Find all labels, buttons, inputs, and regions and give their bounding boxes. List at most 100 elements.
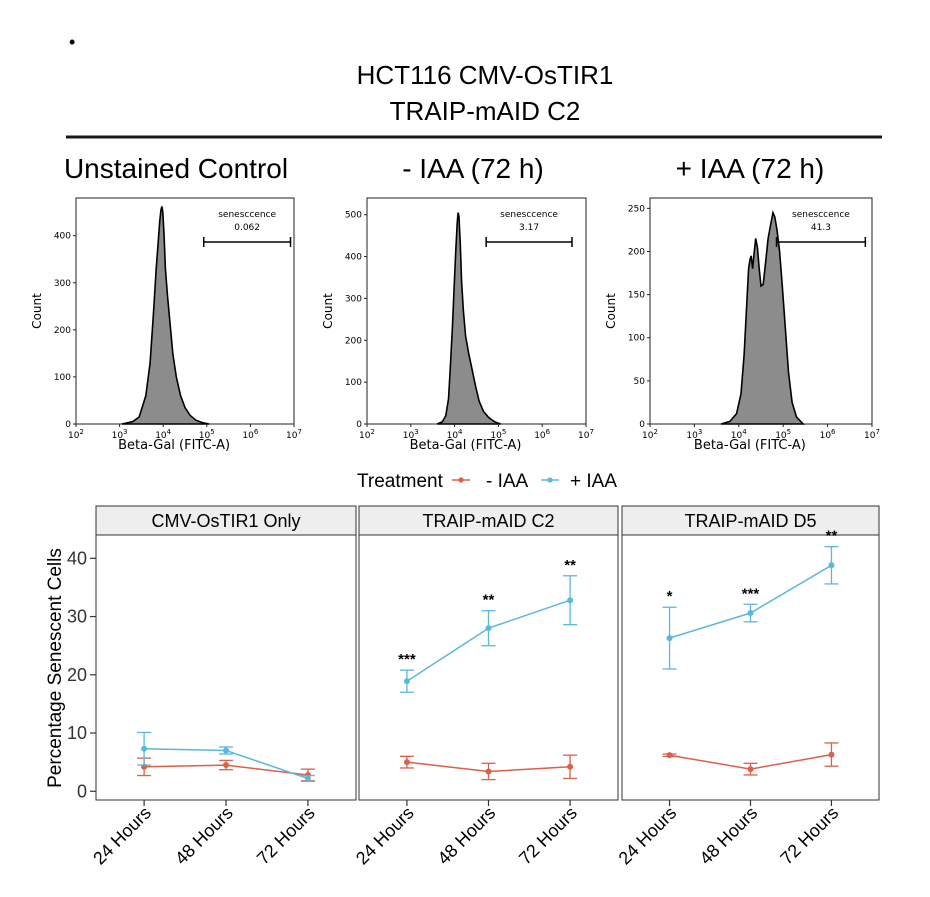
y-tick-label: 0 bbox=[77, 781, 87, 801]
x-tick-label: 103 bbox=[403, 428, 419, 441]
gate-value: 0.062 bbox=[234, 223, 260, 233]
histogram-title: - IAA (72 h) bbox=[402, 153, 544, 184]
histogram-area bbox=[121, 206, 210, 425]
x-tick-label: 102 bbox=[642, 428, 658, 441]
gate-value: 3.17 bbox=[519, 223, 539, 233]
y-tick-label: 30 bbox=[67, 607, 87, 627]
legend: Treatment - IAA + IAA bbox=[357, 471, 617, 492]
x-tick-label: 107 bbox=[864, 428, 880, 441]
facet-strip-label: TRAIP-mAID C2 bbox=[422, 511, 554, 531]
x-tick-exponent: 7 bbox=[875, 428, 879, 436]
x-tick-base: 10 bbox=[199, 431, 211, 441]
gate-label: senesccence bbox=[500, 210, 558, 220]
x-tick-label: 107 bbox=[286, 428, 302, 441]
data-point bbox=[828, 562, 835, 569]
y-tick-label: 50 bbox=[634, 377, 646, 387]
x-tick-label: 24 Hours bbox=[615, 803, 681, 869]
series-plus-iaa bbox=[399, 575, 578, 693]
histogram-frame bbox=[75, 197, 295, 425]
x-tick-label: 48 Hours bbox=[171, 803, 237, 869]
data-point bbox=[747, 766, 754, 773]
x-tick-base: 10 bbox=[578, 431, 590, 441]
x-tick-label: 72 Hours bbox=[253, 803, 319, 869]
legend-key-dot bbox=[547, 477, 553, 483]
x-tick-label: 104 bbox=[731, 428, 747, 441]
x-tick-base: 10 bbox=[286, 431, 298, 441]
x-tick-label: 102 bbox=[68, 428, 84, 441]
data-point bbox=[567, 763, 574, 770]
data-point bbox=[403, 759, 410, 766]
x-tick-label: 24 Hours bbox=[352, 803, 418, 869]
y-tick-label: 100 bbox=[628, 334, 645, 344]
x-tick-label: 105 bbox=[775, 428, 791, 441]
x-tick-exponent: 4 bbox=[742, 428, 747, 436]
y-tick-label: 400 bbox=[345, 253, 362, 263]
y-tick-label: 200 bbox=[345, 336, 362, 346]
y-axis-label: Count bbox=[604, 293, 618, 329]
data-point bbox=[666, 635, 673, 642]
x-axis-label: Beta-Gal (FITC-A) bbox=[118, 438, 230, 453]
x-tick-label: 105 bbox=[199, 428, 215, 441]
y-tick-label: 150 bbox=[628, 291, 645, 301]
x-tick-label: 104 bbox=[155, 428, 171, 441]
y-tick-label: 500 bbox=[345, 211, 362, 221]
legend-title: Treatment bbox=[357, 471, 444, 492]
bullet-mark: • bbox=[69, 32, 75, 52]
x-tick-base: 10 bbox=[359, 431, 371, 441]
x-tick-exponent: 6 bbox=[254, 428, 259, 436]
data-point bbox=[304, 775, 311, 782]
histogram-area bbox=[720, 209, 806, 425]
histogram-title: + IAA (72 h) bbox=[676, 153, 825, 184]
significance-marker: *** bbox=[398, 651, 416, 668]
x-tick-exponent: 4 bbox=[167, 428, 172, 436]
x-tick-label: 106 bbox=[820, 428, 836, 441]
x-tick-label: 103 bbox=[112, 428, 128, 441]
x-tick-base: 10 bbox=[447, 431, 459, 441]
data-point bbox=[485, 625, 492, 632]
y-tick-label: 400 bbox=[54, 232, 71, 242]
x-tick-base: 10 bbox=[686, 431, 698, 441]
figure-title-line1: HCT116 CMV-OsTIR1 bbox=[357, 60, 614, 90]
facet-strip-label: TRAIP-mAID D5 bbox=[684, 511, 816, 531]
gate-value: 41.3 bbox=[811, 223, 831, 233]
x-tick-exponent: 6 bbox=[546, 428, 551, 436]
x-tick-exponent: 4 bbox=[458, 428, 463, 436]
x-tick-label: 72 Hours bbox=[515, 803, 581, 869]
figure-title-line2: TRAIP-mAID C2 bbox=[390, 96, 581, 126]
x-tick-exponent: 3 bbox=[698, 428, 702, 436]
x-tick-exponent: 6 bbox=[831, 428, 836, 436]
y-axis-label: Count bbox=[30, 293, 44, 329]
significance-marker: ** bbox=[483, 592, 495, 609]
x-tick-label: 105 bbox=[490, 428, 506, 441]
x-tick-exponent: 5 bbox=[787, 428, 791, 436]
x-tick-exponent: 7 bbox=[297, 428, 301, 436]
x-tick-exponent: 3 bbox=[414, 428, 418, 436]
x-tick-base: 10 bbox=[242, 431, 254, 441]
x-tick-label: 107 bbox=[578, 428, 594, 441]
x-tick-base: 10 bbox=[642, 431, 654, 441]
data-point bbox=[567, 597, 574, 604]
significance-marker: ** bbox=[564, 557, 576, 574]
data-point bbox=[485, 768, 492, 775]
series-plus-iaa bbox=[137, 731, 315, 783]
data-point bbox=[403, 678, 410, 685]
x-tick-label: 104 bbox=[447, 428, 463, 441]
facet-strip bbox=[621, 505, 880, 536]
y-tick-label: 100 bbox=[54, 373, 71, 383]
x-tick-label: 102 bbox=[359, 428, 375, 441]
x-tick-exponent: 2 bbox=[370, 428, 374, 436]
y-axis-label: Count bbox=[321, 293, 335, 329]
facet-panel-1: CMV-OsTIR1 Only 24 Hours 48 Hours 72 Hours bbox=[89, 505, 357, 869]
significance-marker: *** bbox=[742, 585, 760, 602]
x-tick-label: 106 bbox=[242, 428, 258, 441]
data-point bbox=[223, 747, 229, 754]
legend-entry: - IAA bbox=[486, 471, 529, 492]
y-axis-title: Percentage Senescent Cells bbox=[45, 548, 66, 788]
